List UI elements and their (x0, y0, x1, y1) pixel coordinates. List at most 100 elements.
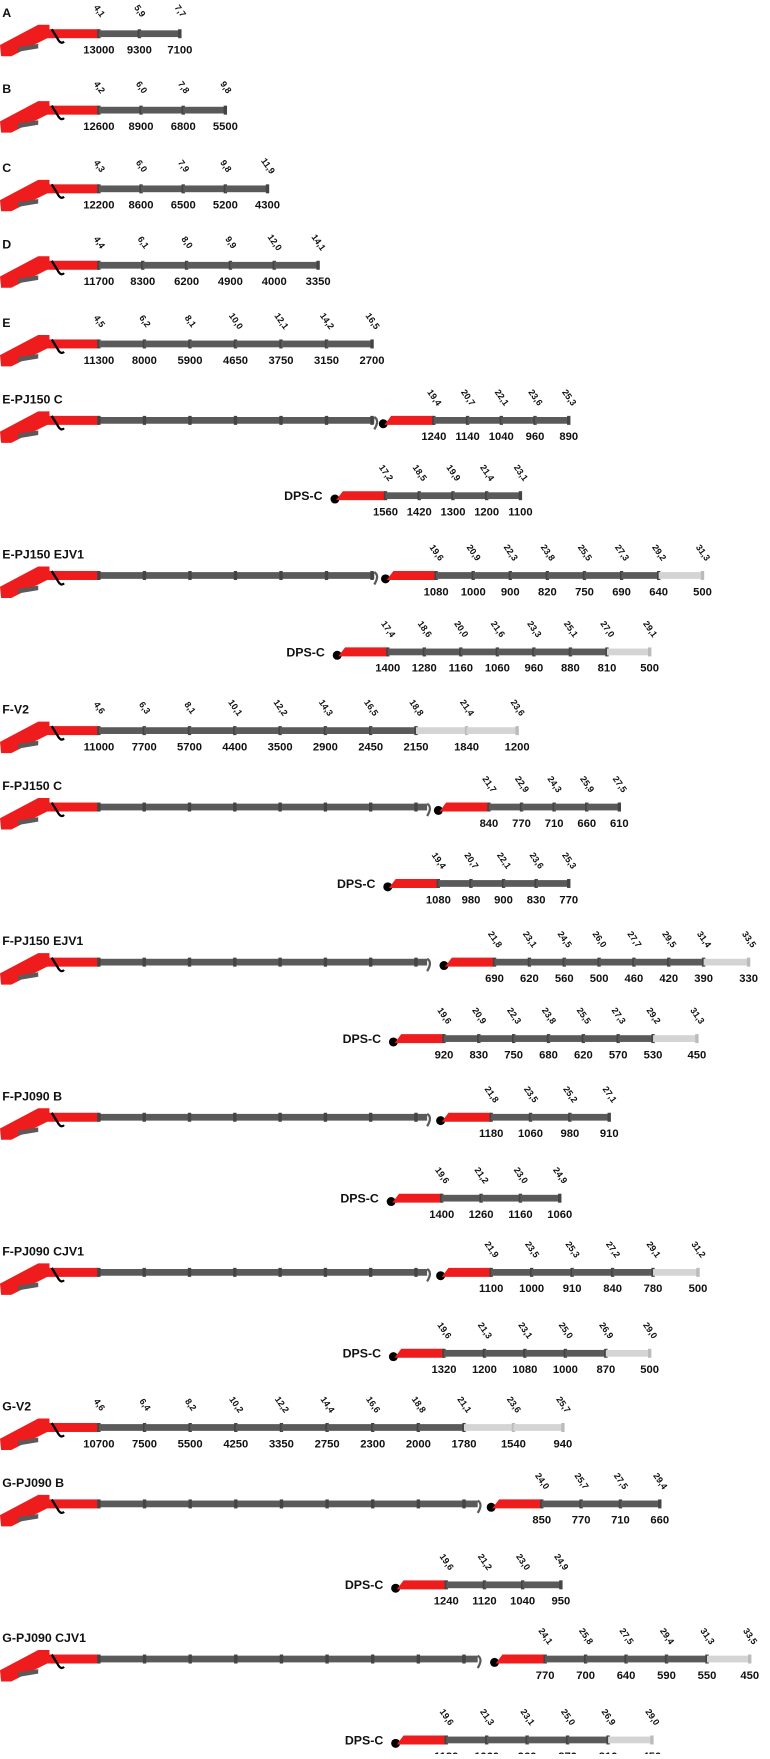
reach-label: 23,3 (525, 619, 543, 639)
reach-label: 22,1 (495, 851, 513, 871)
boom-segment (513, 1035, 549, 1042)
load-label: 840 (480, 818, 499, 830)
segment-joint (188, 570, 192, 580)
segment-joint (279, 415, 283, 425)
segment-joint (518, 491, 523, 501)
segment-joint (607, 1112, 611, 1122)
load-label: 1080 (424, 586, 449, 598)
reach-label: 22,9 (513, 774, 531, 794)
hook-cable (50, 105, 65, 121)
reach-label: 21,6 (489, 619, 507, 639)
load-label: 4650 (223, 355, 248, 367)
load-label: 5900 (177, 355, 202, 367)
segment-joint (97, 1654, 101, 1664)
load-label: 12600 (83, 121, 114, 133)
load-label: 2750 (315, 1438, 340, 1450)
segment-joint (278, 957, 282, 967)
segment-joint (234, 1499, 238, 1509)
load-label: 830 (527, 894, 546, 906)
load-label: 770 (572, 1515, 591, 1527)
boom-segment (281, 340, 327, 348)
crane-base (17, 198, 39, 207)
model-label: G-PJ090 B (2, 1476, 64, 1490)
crane-column (0, 256, 50, 288)
segment-joint (527, 957, 532, 967)
load-label: 1000 (553, 1364, 578, 1376)
boom-extension (706, 1655, 750, 1663)
segment-joint (568, 647, 573, 657)
segment-joint (748, 1654, 752, 1664)
crane-base (17, 430, 39, 439)
jib-hinge (388, 1352, 398, 1362)
load-label: 7700 (132, 741, 157, 753)
boom-segment (585, 1655, 627, 1663)
reach-label: 25,1 (562, 619, 580, 639)
load-label: 880 (561, 663, 580, 675)
load-label: 750 (575, 586, 594, 598)
segment-joint (278, 802, 282, 812)
crane-base (17, 1127, 39, 1136)
segment-joint (700, 570, 705, 580)
boom-segment (522, 1581, 561, 1589)
boom-extension (608, 1736, 652, 1744)
load-label: 2700 (360, 355, 385, 367)
reach-label: 21,9 (483, 1239, 501, 1259)
load-label: 570 (609, 1049, 628, 1061)
load-label: 3150 (314, 355, 339, 367)
load-label: 1180 (479, 1128, 503, 1140)
segment-joint (604, 1348, 608, 1358)
crane-base (17, 275, 39, 284)
reach-label: 18,8 (410, 1395, 428, 1415)
boom-segment (446, 1581, 485, 1589)
reach-label: 33,5 (740, 929, 758, 949)
jib-hinge (386, 1197, 396, 1207)
reach-label: 23,6 (528, 851, 546, 871)
reach-label: 10,2 (227, 1395, 245, 1415)
reach-label: 23,1 (516, 1320, 534, 1340)
load-label: 870 (596, 1364, 615, 1376)
boom-segment (280, 727, 326, 734)
load-label: 4400 (222, 741, 247, 753)
boom-segment (529, 958, 565, 966)
load-label: 1780 (451, 1438, 476, 1450)
reach-label: 21,3 (478, 1707, 496, 1727)
reach-label: 26,0 (590, 929, 608, 949)
load-label: 750 (504, 1049, 523, 1061)
segment-joint (647, 1348, 652, 1358)
load-label: 960 (526, 431, 545, 443)
reach-label: 25,2 (561, 1084, 579, 1104)
model-label: F-PJ090 CJV1 (2, 1244, 84, 1258)
boom-segment (325, 727, 371, 734)
reach-label: 33,5 (741, 1626, 759, 1646)
boom-segment (189, 340, 236, 348)
boom-tip (426, 957, 432, 972)
load-label: 900 (501, 586, 520, 598)
reach-label: 7,9 (176, 158, 191, 174)
segment-joint (188, 1499, 192, 1509)
main-boom (98, 1500, 478, 1508)
reach-label: 19,6 (438, 1707, 456, 1727)
boom-tip (426, 802, 432, 817)
boom-red (44, 415, 99, 425)
hook-cable (50, 338, 65, 355)
boom-segment (481, 1194, 521, 1202)
load-label: 1540 (501, 1438, 526, 1450)
load-label: 500 (590, 973, 609, 985)
segment-joint (658, 1499, 662, 1509)
boom-segment (626, 1655, 667, 1663)
reach-label: 25,0 (559, 1707, 577, 1727)
load-label: 8300 (130, 276, 155, 288)
segment-joint (515, 726, 519, 736)
jib-red (441, 1112, 492, 1122)
hook-cable (50, 1112, 65, 1128)
segment-joint (696, 1267, 700, 1277)
boom-segment (385, 492, 420, 500)
boom-segment (494, 958, 530, 966)
boom-red (44, 802, 99, 812)
load-label: 780 (644, 1283, 663, 1295)
boom-segment (235, 340, 281, 348)
load-label: 610 (610, 818, 629, 830)
load-label: 840 (603, 1283, 622, 1295)
reach-label: 19,6 (433, 1165, 451, 1185)
reach-label: 24,5 (556, 929, 574, 949)
